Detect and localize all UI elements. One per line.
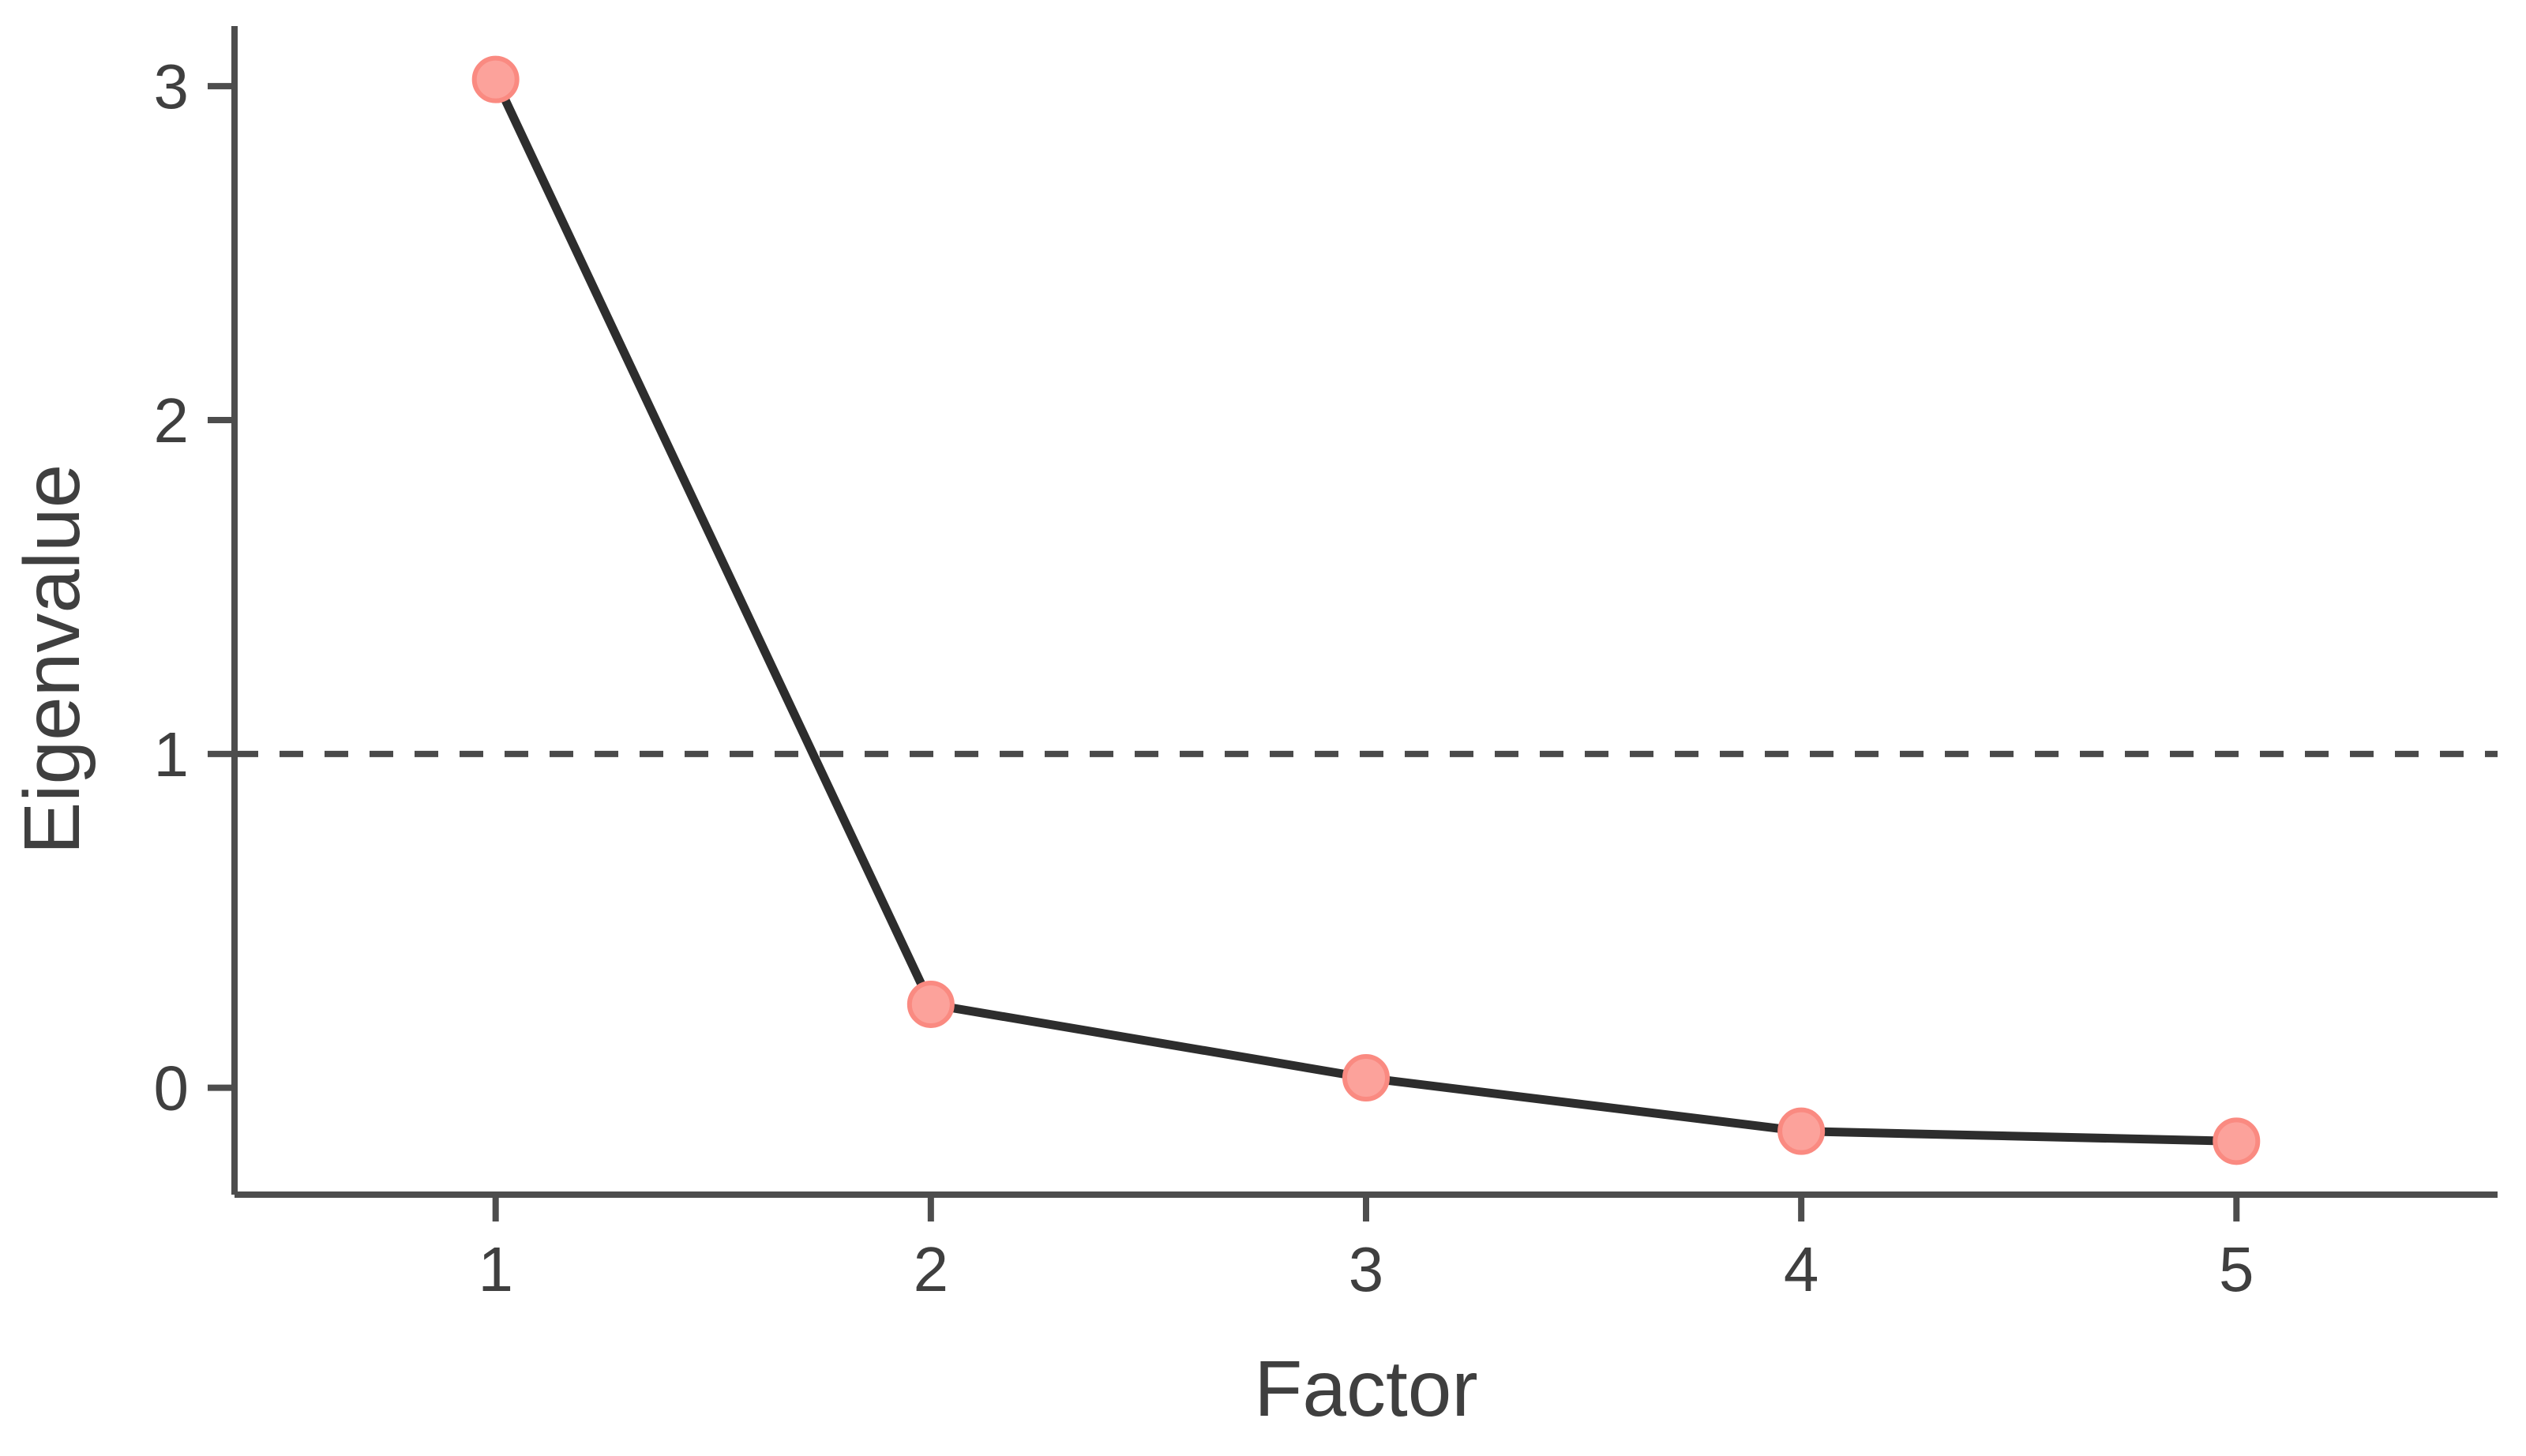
eigenvalue-line [491, 77, 2237, 1146]
x-axis-tick-label: 3 [1349, 1234, 1384, 1304]
y-axis-tick-label: 2 [154, 385, 190, 456]
y-axis-title: Eigenvalue [8, 464, 96, 855]
data-point-factor-3 [1342, 1054, 1390, 1101]
data-point-factor-4 [1777, 1107, 1826, 1155]
x-axis-tick-label: 1 [478, 1234, 513, 1304]
data-point-factor-2 [906, 980, 955, 1028]
data-point-factor-5 [2213, 1117, 2261, 1165]
x-axis-tick-label: 4 [1784, 1234, 1819, 1304]
y-axis-tick-label: 1 [154, 719, 190, 790]
y-axis-tick-label: 3 [154, 51, 190, 122]
x-axis-tick-label: 5 [2219, 1234, 2254, 1304]
x-axis-tick-label: 2 [914, 1234, 949, 1304]
data-point-factor-1 [471, 55, 520, 103]
y-axis-tick-label: 0 [154, 1053, 190, 1124]
x-axis-title: Factor [1254, 1345, 1477, 1433]
